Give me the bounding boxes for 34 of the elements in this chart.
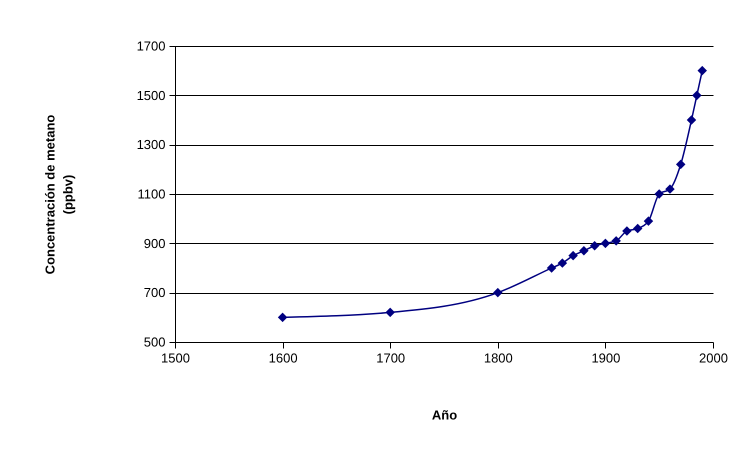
point bbox=[611, 236, 621, 246]
point bbox=[385, 308, 395, 318]
point bbox=[692, 90, 702, 100]
y-tick-label: 700 bbox=[144, 285, 166, 300]
point bbox=[579, 246, 589, 256]
point bbox=[278, 312, 288, 322]
point bbox=[546, 263, 556, 273]
x-tick-label: 1500 bbox=[161, 350, 190, 366]
point bbox=[493, 288, 503, 298]
y-tick-label: 1300 bbox=[136, 137, 166, 152]
point bbox=[632, 224, 642, 234]
y-tick-label: 1700 bbox=[136, 38, 166, 54]
point bbox=[665, 184, 675, 194]
point bbox=[590, 241, 600, 251]
point bbox=[568, 250, 578, 260]
point bbox=[600, 238, 610, 248]
x-tick-label: 2000 bbox=[699, 350, 728, 366]
point bbox=[686, 115, 696, 125]
point bbox=[622, 226, 632, 236]
point bbox=[644, 216, 654, 226]
y-axis-title: Concentración de metano (ppbv) bbox=[42, 114, 76, 274]
point bbox=[697, 66, 707, 76]
x-tick-label: 1700 bbox=[376, 350, 406, 366]
point bbox=[676, 160, 686, 170]
y-tick-label: 900 bbox=[144, 236, 166, 251]
point bbox=[654, 189, 664, 199]
x-tick-label: 1800 bbox=[484, 350, 513, 366]
x-axis-title: Año bbox=[432, 408, 458, 422]
y-tick-label: 1500 bbox=[136, 88, 166, 103]
y-tick-label: 1100 bbox=[138, 186, 166, 202]
x-tick-label: 1900 bbox=[591, 350, 620, 366]
y-tick-label: 500 bbox=[144, 334, 166, 350]
point bbox=[558, 258, 568, 268]
x-tick-label: 1600 bbox=[268, 350, 298, 366]
